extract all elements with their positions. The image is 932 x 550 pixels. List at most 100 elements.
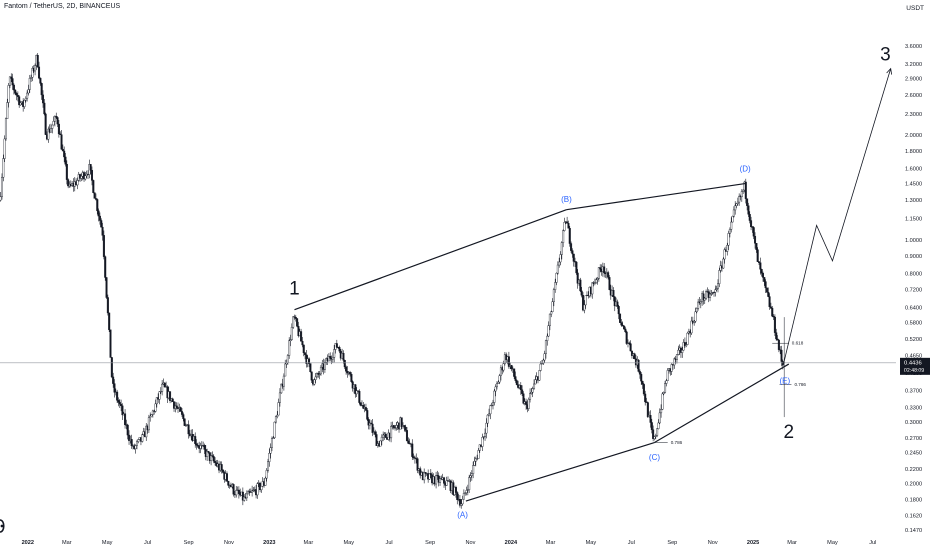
drawing-layer: 0.4436 02:48:09 0.618 0.786 0.786 (A) (B) (C) (D…	[0, 45, 930, 519]
candle-body	[776, 338, 779, 341]
candle-body	[349, 372, 352, 375]
candle-body	[67, 179, 70, 187]
candle	[7, 82, 10, 108]
candle	[424, 471, 427, 477]
candle	[470, 470, 473, 481]
candle	[645, 397, 648, 403]
candle	[256, 482, 259, 499]
candle-body	[529, 393, 532, 400]
candle-body	[521, 389, 524, 394]
candle-body	[510, 364, 513, 370]
candle	[276, 411, 279, 419]
candle-body	[702, 293, 705, 301]
candle-body	[333, 349, 336, 358]
candle-body	[773, 316, 776, 333]
candle	[640, 372, 643, 385]
candle	[151, 409, 154, 418]
candle-body	[443, 477, 446, 484]
candle-body	[718, 270, 721, 284]
candle-body	[556, 264, 559, 274]
candle	[85, 170, 88, 179]
candle	[98, 212, 101, 225]
candle	[245, 490, 248, 502]
candle	[732, 206, 735, 218]
candle-body	[26, 92, 29, 99]
candle-body	[730, 221, 733, 230]
candle-body	[0, 196, 2, 201]
candle-body	[56, 117, 59, 125]
candle-body	[675, 354, 678, 360]
candle	[619, 313, 622, 323]
candle	[693, 320, 696, 326]
candle	[495, 381, 498, 390]
candle-body	[436, 475, 439, 477]
candle	[3, 135, 6, 162]
candle-body	[502, 363, 505, 371]
candle-body	[28, 78, 31, 90]
candle	[515, 379, 518, 386]
candle	[128, 430, 131, 445]
candle	[607, 270, 610, 280]
candle-body	[222, 469, 225, 473]
candle-body	[644, 393, 647, 403]
candle-body	[616, 301, 619, 307]
candle-body	[158, 391, 161, 400]
candle-body	[272, 437, 275, 439]
candle-body	[670, 364, 673, 372]
tradingview-logo-icon[interactable]	[0, 519, 6, 533]
candle	[447, 476, 450, 482]
time-axis: 2022 Mar May Jul Sep Nov 2023 Mar May Jul Sep Nov 20…	[22, 540, 877, 546]
candle-body	[76, 180, 79, 186]
candle-body	[7, 85, 10, 103]
candle-body	[16, 94, 19, 97]
candle-body	[297, 326, 300, 336]
candle	[494, 384, 497, 397]
candle	[206, 448, 209, 461]
candle-body	[539, 363, 542, 371]
candle-body	[596, 278, 599, 280]
projection-path	[783, 68, 892, 365]
candle	[633, 352, 636, 360]
candle	[595, 277, 598, 284]
candle	[364, 403, 367, 412]
candle-body	[662, 392, 665, 395]
candle	[180, 408, 183, 417]
candle-body	[43, 102, 46, 115]
candle-body	[384, 433, 387, 438]
candle-body	[145, 425, 148, 438]
candle	[755, 243, 758, 253]
candle-body	[429, 473, 432, 475]
time-tick-label: Sep	[425, 540, 435, 546]
candle	[318, 371, 321, 380]
candle-body	[619, 313, 622, 323]
candle-body	[638, 371, 641, 375]
candle-body	[474, 458, 477, 462]
candle-body	[412, 456, 415, 458]
candle	[380, 434, 383, 446]
candle-body	[84, 175, 87, 180]
candle	[23, 99, 26, 109]
candle-body	[570, 243, 573, 251]
candle-body	[175, 405, 178, 408]
candle	[620, 319, 623, 327]
candle-body	[713, 292, 716, 294]
candle	[169, 391, 172, 404]
candle	[652, 425, 655, 442]
candle-body	[413, 457, 416, 459]
candle	[12, 83, 15, 95]
candle	[727, 230, 730, 251]
candle	[462, 489, 465, 500]
candle	[563, 217, 566, 232]
candle-body	[628, 342, 631, 344]
candle-body	[93, 192, 96, 199]
candle	[38, 61, 41, 80]
candle-body	[477, 450, 480, 459]
candle-body	[765, 287, 768, 293]
candle	[268, 448, 271, 467]
wave-label-2: 2	[784, 422, 795, 443]
candle-body	[14, 89, 17, 94]
candle-body	[445, 480, 448, 486]
candle	[343, 359, 346, 370]
candle	[14, 89, 17, 95]
